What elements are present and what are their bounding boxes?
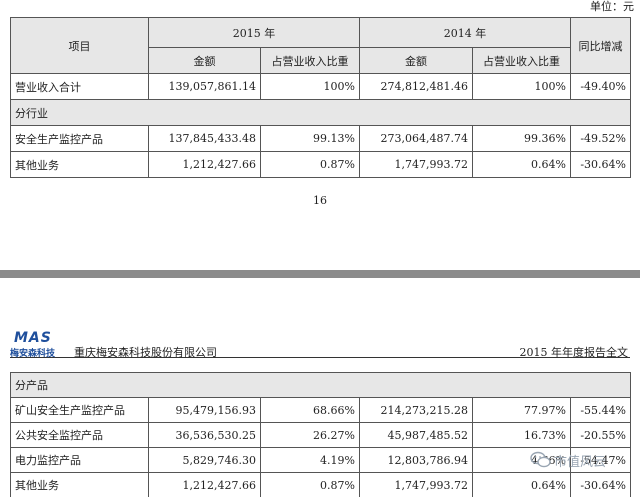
ratio-2015: 26.27% xyxy=(260,422,360,448)
yoy-change: -20.55% xyxy=(570,422,631,448)
col-header-2015: 2015 年 xyxy=(148,17,360,48)
ratio-2015: 4.19% xyxy=(260,447,360,473)
company-logo: MAS 梅安森科技 xyxy=(10,330,72,359)
table-row: 营业收入合计 139,057,861.14 100% 274,812,481.4… xyxy=(10,73,631,100)
ratio-2014: 99.36% xyxy=(472,125,571,152)
row-label: 矿山安全生产监控产品 xyxy=(10,397,149,423)
subheader-amount-2015: 金额 xyxy=(148,47,261,74)
amount-2015: 95,479,156.93 xyxy=(148,397,261,423)
row-label: 公共安全监控产品 xyxy=(10,422,149,448)
section-label: 分行业 xyxy=(10,99,631,126)
section-label: 分产品 xyxy=(10,372,631,398)
table-row: 矿山安全生产监控产品 95,479,156.93 68.66% 214,273,… xyxy=(10,397,631,423)
table-row: 其他业务 1,212,427.66 0.87% 1,747,993.72 0.6… xyxy=(10,472,631,497)
row-label: 营业收入合计 xyxy=(10,73,149,100)
watermark: 市值风云 xyxy=(530,448,640,472)
row-label: 安全生产监控产品 xyxy=(10,125,149,152)
yoy-change: -55.44% xyxy=(570,397,631,423)
page-number: 16 xyxy=(313,194,327,207)
amount-2014: 1,747,993.72 xyxy=(359,151,473,178)
page-header: MAS 梅安森科技 重庆梅安森科技股份有限公司 2015 年年度报告全文 xyxy=(10,330,630,359)
revenue-table: 项目 2015 年 2014 年 同比增减 金额 占营业收入比重 金额 占营业收… xyxy=(10,17,631,178)
ratio-2015: 0.87% xyxy=(260,472,360,497)
wechat-icon xyxy=(530,451,551,468)
amount-2014: 274,812,481.46 xyxy=(359,73,473,100)
ratio-2014: 100% xyxy=(472,73,571,100)
product-revenue-table: 分产品 矿山安全生产监控产品 95,479,156.93 68.66% 214,… xyxy=(10,372,631,497)
amount-2015: 1,212,427.66 xyxy=(148,151,261,178)
ratio-2014: 16.73% xyxy=(472,422,571,448)
table-row: 其他业务 1,212,427.66 0.87% 1,747,993.72 0.6… xyxy=(10,151,631,178)
ratio-2014: 0.64% xyxy=(472,472,571,497)
amount-2015: 139,057,861.14 xyxy=(148,73,261,100)
ratio-2015: 68.66% xyxy=(260,397,360,423)
yoy-change: -49.40% xyxy=(570,73,631,100)
ratio-2014: 0.64% xyxy=(472,151,571,178)
page-separator xyxy=(0,270,640,278)
logo-mark: MAS xyxy=(14,330,52,346)
yoy-change: -30.64% xyxy=(570,151,631,178)
table-row: 公共安全监控产品 36,536,530.25 26.27% 45,987,485… xyxy=(10,422,631,448)
ratio-2015: 100% xyxy=(260,73,360,100)
col-header-yoy: 同比增减 xyxy=(570,17,631,74)
report-title: 2015 年年度报告全文 xyxy=(519,346,629,359)
section-row: 分产品 xyxy=(10,372,631,398)
section-row: 分行业 xyxy=(10,99,631,126)
ratio-2015: 0.87% xyxy=(260,151,360,178)
row-label: 其他业务 xyxy=(10,151,149,178)
amount-2014: 273,064,487.74 xyxy=(359,125,473,152)
ratio-2014: 77.97% xyxy=(472,397,571,423)
table-row: 电力监控产品 5,829,746.30 4.19% 12,803,786.94 … xyxy=(10,447,631,473)
subheader-ratio-2014: 占营业收入比重 xyxy=(472,47,571,74)
subheader-ratio-2015: 占营业收入比重 xyxy=(260,47,360,74)
row-label: 电力监控产品 xyxy=(10,447,149,473)
col-header-2014: 2014 年 xyxy=(359,17,571,48)
row-label: 其他业务 xyxy=(10,472,149,497)
yoy-change: -30.64% xyxy=(570,472,631,497)
amount-2015: 5,829,746.30 xyxy=(148,447,261,473)
amount-2014: 214,273,215.28 xyxy=(359,397,473,423)
subheader-amount-2014: 金额 xyxy=(359,47,473,74)
ratio-2015: 99.13% xyxy=(260,125,360,152)
col-header-item: 项目 xyxy=(10,17,149,74)
logo-text: 梅安森科技 xyxy=(10,349,56,359)
company-name: 重庆梅安森科技股份有限公司 xyxy=(74,346,217,359)
unit-label: 单位：元 xyxy=(590,0,634,13)
amount-2015: 1,212,427.66 xyxy=(148,472,261,497)
watermark-text: 市值风云 xyxy=(554,455,607,470)
yoy-change: -54.47% xyxy=(570,447,631,473)
amount-2015: 137,845,433.48 xyxy=(148,125,261,152)
amount-2014: 12,803,786.94 xyxy=(359,447,473,473)
amount-2015: 36,536,530.25 xyxy=(148,422,261,448)
table-row: 安全生产监控产品 137,845,433.48 99.13% 273,064,4… xyxy=(10,125,631,152)
yoy-change: -49.52% xyxy=(570,125,631,152)
amount-2014: 45,987,485.52 xyxy=(359,422,473,448)
amount-2014: 1,747,993.72 xyxy=(359,472,473,497)
